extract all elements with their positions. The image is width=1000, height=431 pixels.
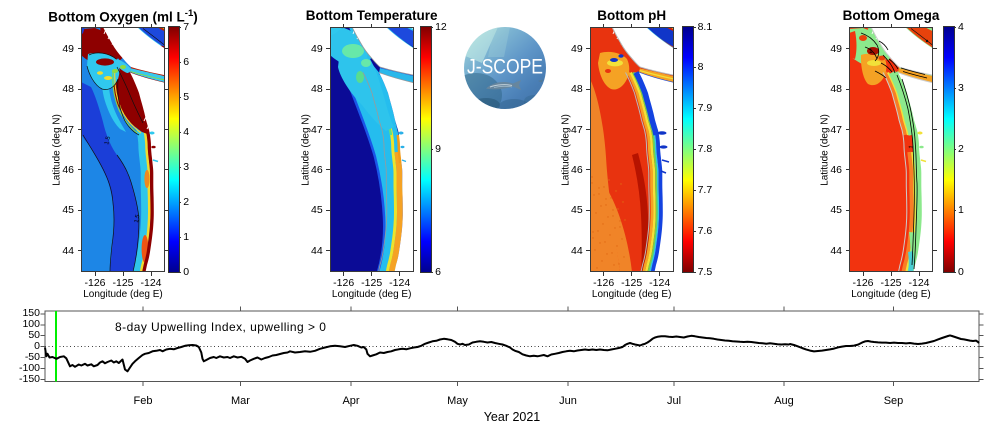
svg-text:1.5: 1.5 (134, 213, 141, 223)
svg-text:J-SCOPE: J-SCOPE (467, 55, 543, 79)
svg-text:1: 1 (869, 48, 873, 55)
svg-text:1.5: 1.5 (104, 135, 112, 145)
svg-text:1: 1 (908, 145, 915, 150)
